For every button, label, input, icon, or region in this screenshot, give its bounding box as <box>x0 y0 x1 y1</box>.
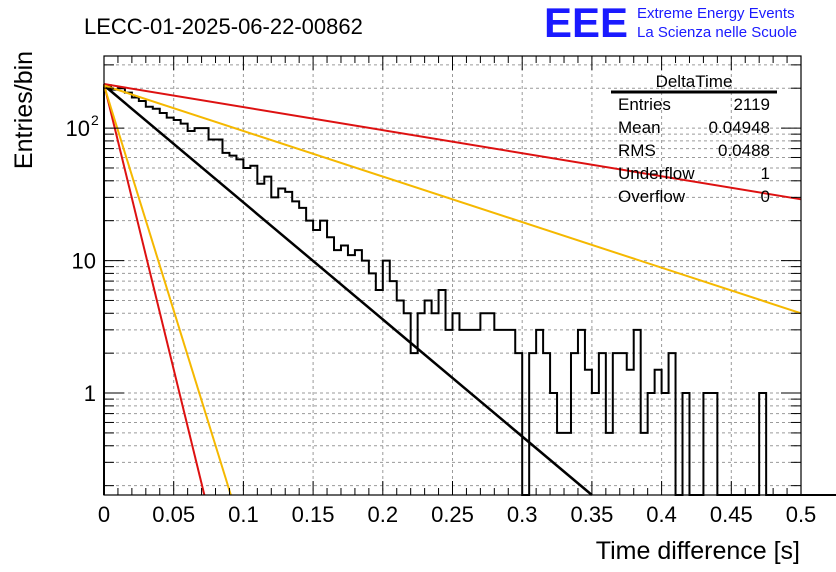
x-tick-label: 0.1 <box>228 502 259 527</box>
stats-value: 0.0488 <box>718 141 770 160</box>
grid-lines <box>104 56 801 495</box>
fit-curve-3 <box>103 84 802 315</box>
y-tick-label: 1 <box>84 381 96 406</box>
stats-label: Overflow <box>618 187 686 206</box>
histogram-bars <box>103 84 836 496</box>
stats-value: 1 <box>761 164 770 183</box>
fit-curve-1 <box>103 83 802 201</box>
x-axis-label: Time difference [s] <box>596 537 800 565</box>
x-tick-label: 0.3 <box>507 502 538 527</box>
stats-label: Entries <box>618 95 671 114</box>
logo-line-2: La Scienza nelle Scuole <box>637 24 797 41</box>
axis-ticks: 0 0.05 0.1 0.15 0.2 0.25 0.3 0.35 0.4 0.45 0.51101… <box>66 56 817 527</box>
x-tick-label: 0.5 <box>786 502 817 527</box>
y-tick-label-exponent: 2 <box>91 112 99 128</box>
y-tick-label: 10 <box>72 249 96 274</box>
x-tick-label: 0.15 <box>292 502 335 527</box>
eee-logo: EEE Extreme Energy Events La Scienza nel… <box>544 0 797 46</box>
fit-curve-0 <box>103 84 593 496</box>
chart-title: LECC-01-2025-06-22-00862 <box>84 14 363 39</box>
fit-curve-2 <box>103 83 206 496</box>
stats-value: 0.04948 <box>709 118 770 137</box>
fit-curves-layer <box>103 83 802 496</box>
stats-label: Underflow <box>618 164 695 183</box>
x-tick-label: 0.45 <box>710 502 753 527</box>
x-tick-label: 0.4 <box>646 502 677 527</box>
stats-label: RMS <box>618 141 656 160</box>
stats-value: 0 <box>761 187 770 206</box>
fit-curve-4 <box>103 85 232 496</box>
histogram-layer <box>103 84 836 496</box>
logo-mark: EEE <box>544 0 628 46</box>
x-tick-label: 0.2 <box>368 502 399 527</box>
x-tick-label: 0.05 <box>152 502 195 527</box>
x-tick-label: 0 <box>98 502 110 527</box>
stats-box: DeltaTime Entries 2119 Mean 0.04948 RMS 0.048… <box>611 72 777 206</box>
stats-box-title: DeltaTime <box>656 72 733 91</box>
stats-label: Mean <box>618 118 661 137</box>
x-tick-label: 0.25 <box>431 502 474 527</box>
y-tick-label: 10 <box>66 116 90 141</box>
y-axis-label: Entries/bin <box>10 51 38 169</box>
stats-value: 2119 <box>733 95 770 114</box>
logo-line-1: Extreme Energy Events <box>637 5 795 22</box>
x-tick-label: 0.35 <box>570 502 613 527</box>
